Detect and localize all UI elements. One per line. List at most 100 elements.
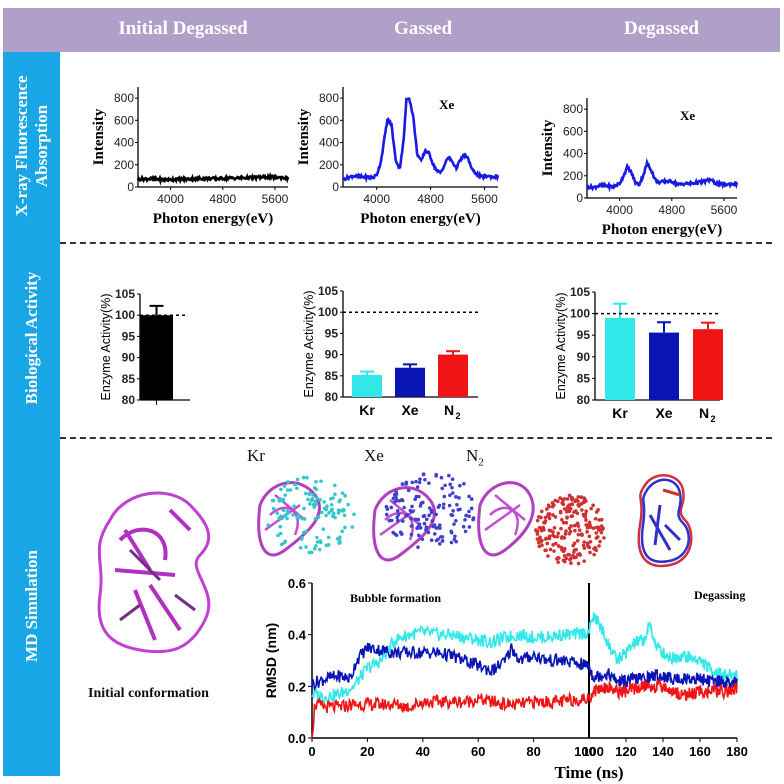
spectrum-line xyxy=(341,97,500,184)
gas-particle xyxy=(600,527,605,531)
gas-particle xyxy=(312,486,317,490)
gas-particle xyxy=(280,516,284,521)
y-tick-label: 400 xyxy=(319,136,339,150)
x-axis-label: Time (ns) xyxy=(554,763,623,782)
x-tick-label: 100 xyxy=(574,744,596,759)
gas-particle xyxy=(395,515,399,520)
gas-particle xyxy=(291,513,295,517)
y-tick-label: 800 xyxy=(114,91,134,105)
gas-particle xyxy=(318,497,322,502)
y-tick-label: 600 xyxy=(114,113,134,127)
x-tick-label: 180 xyxy=(726,744,748,759)
gas-particle xyxy=(313,499,317,504)
x-tick-label-subscript: 2 xyxy=(455,411,460,421)
x-tick-label: Xe xyxy=(401,402,418,418)
gas-particle xyxy=(389,518,394,523)
gas-particle xyxy=(556,544,561,548)
gas-particle xyxy=(569,561,573,565)
gas-particle xyxy=(311,493,315,497)
gas-particle xyxy=(317,547,322,552)
gas-particle xyxy=(558,496,562,500)
gas-particle xyxy=(271,506,276,511)
gas-particle xyxy=(315,535,319,540)
molecule-label-kr: Kr xyxy=(247,446,265,465)
gas-particle xyxy=(332,483,337,488)
gas-particle xyxy=(551,513,555,517)
gas-particle xyxy=(564,556,569,561)
bar xyxy=(438,354,468,397)
gas-particle xyxy=(302,517,307,521)
x-axis-label: Photon energy(eV) xyxy=(153,211,273,227)
x-tick-label: 4000 xyxy=(363,192,390,206)
gas-particle xyxy=(301,475,306,480)
y-tick-label: 85 xyxy=(122,372,136,386)
gas-particle xyxy=(324,513,328,518)
gas-particle xyxy=(427,506,432,510)
bar xyxy=(605,317,635,400)
gas-particle xyxy=(436,525,441,530)
gas-particle xyxy=(333,492,337,497)
gas-particle xyxy=(393,499,397,504)
gas-particle xyxy=(585,530,589,534)
gas-particle xyxy=(417,494,421,499)
gas-particle xyxy=(401,519,405,523)
y-tick-label: 90 xyxy=(577,350,591,364)
gas-particle xyxy=(576,499,580,503)
y-tick-label: 100 xyxy=(570,307,590,321)
gas-particle xyxy=(543,515,548,520)
y-tick-label: 0 xyxy=(576,191,583,205)
x-tick-label: Xe xyxy=(655,405,672,421)
bar xyxy=(649,332,679,400)
gas-particle xyxy=(332,511,336,516)
gas-particle xyxy=(592,552,596,557)
gas-particle xyxy=(279,542,284,547)
gas-particle xyxy=(296,515,301,520)
gas-particle xyxy=(299,537,304,541)
gas-particle xyxy=(570,502,575,507)
gas-particle xyxy=(338,498,342,502)
gas-particle xyxy=(547,504,551,509)
gas-particle xyxy=(454,518,458,523)
gas-particle xyxy=(315,540,320,544)
gas-particle xyxy=(560,535,564,539)
x-tick-label: 4800 xyxy=(417,192,444,206)
gas-particle xyxy=(535,518,540,523)
gas-particle xyxy=(582,540,587,544)
gas-particle xyxy=(418,526,423,530)
gas-particle xyxy=(567,526,572,531)
gas-particle xyxy=(568,506,573,511)
gas-particle xyxy=(318,540,323,545)
gas-particle xyxy=(563,532,568,536)
gas-particle xyxy=(314,502,318,507)
gas-particle xyxy=(548,547,553,552)
gas-particle xyxy=(330,507,334,512)
gas-particle xyxy=(537,515,541,519)
x-tick-label: 80 xyxy=(526,744,540,759)
y-tick-label: 0.2 xyxy=(288,679,306,694)
gas-particle xyxy=(579,495,583,499)
gas-particle xyxy=(410,504,414,509)
y-tick-label: 90 xyxy=(122,351,136,365)
gas-particle xyxy=(447,503,452,508)
gas-particle xyxy=(327,511,331,515)
gas-particle xyxy=(419,501,424,506)
gas-particle xyxy=(577,528,582,532)
x-tick-label: N xyxy=(444,402,454,418)
gas-particle xyxy=(586,544,591,549)
gas-particle xyxy=(539,509,544,514)
y-tick-label: 85 xyxy=(325,369,339,383)
gas-particle xyxy=(454,539,458,544)
gas-particle xyxy=(568,557,572,562)
gas-particle xyxy=(450,491,455,495)
y-axis-label: Enzyme Activity(%) xyxy=(302,291,316,398)
n2-structure-image xyxy=(477,481,606,566)
gas-particle xyxy=(324,543,329,548)
gas-particle xyxy=(394,490,398,494)
gas-particle xyxy=(574,547,578,552)
gas-particle xyxy=(599,517,604,522)
gas-particle xyxy=(285,488,290,492)
gas-particle xyxy=(409,516,413,521)
gas-particle xyxy=(467,525,472,529)
gas-particle xyxy=(540,543,544,548)
